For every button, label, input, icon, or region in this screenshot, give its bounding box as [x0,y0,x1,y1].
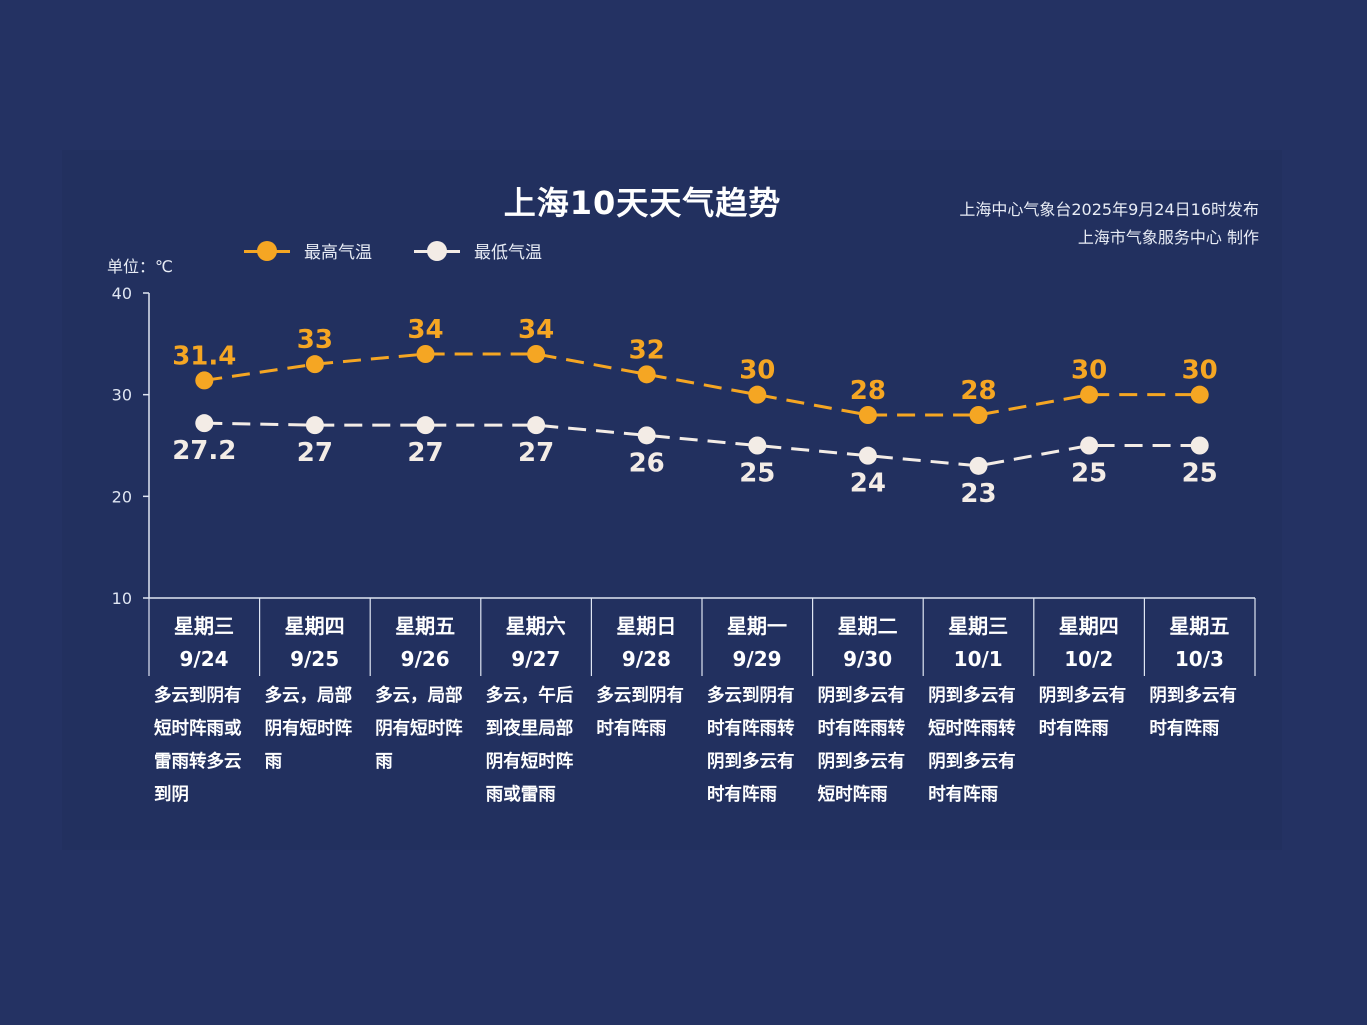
date-label: 10/3 [1174,647,1224,671]
weather-description: 多云到阴有时有阵雨转阴到多云有时有阵雨 [707,686,795,805]
weekday-label: 星期三 [174,614,234,638]
low-temp-point [527,416,546,435]
low-temp-point [858,446,877,465]
weather-description: 阴到多云有时有阵雨转阴到多云有短时阵雨 [817,686,906,805]
date-label: 9/24 [179,647,229,671]
legend-item-low: 最低气温 [414,238,542,263]
high-temp-label: 30 [739,356,775,386]
date-label: 9/25 [290,647,340,671]
producer-credit: 上海市气象服务中心 制作 [1077,228,1259,247]
low-temp-label: 27.2 [172,436,236,466]
date-label: 10/1 [953,647,1003,671]
day-header: 星期五 9/26 [370,610,480,676]
date-label: 9/28 [621,647,671,671]
weather-description: 多云到阴有时有阵雨 [596,686,684,739]
low-temp-label: 25 [1071,459,1107,489]
low-temp-point [305,416,324,435]
y-tick-label: 40 [112,284,132,303]
high-temp-point [1080,385,1099,404]
day-header: 星期四 10/2 [1034,610,1144,676]
day-header: 星期日 9/28 [591,610,701,676]
day-header: 星期二 9/30 [813,610,923,676]
high-temp-label: 31.4 [172,341,236,371]
y-tick-label: 30 [112,386,132,405]
low-temp-point [416,416,435,435]
high-temp-point [1190,385,1209,404]
date-label: 9/26 [400,647,450,671]
legend-swatch-high [244,240,290,262]
high-temp-point [195,371,214,390]
weekday-label: 星期日 [616,614,677,638]
low-temp-line [204,421,1200,468]
high-temp-label: 28 [960,376,996,406]
high-temp-label: 33 [297,325,333,355]
weather-description: 多云，局部阴有短时阵雨 [264,686,353,772]
weather-description: 阴到多云有短时阵雨转阴到多云有时有阵雨 [928,686,1016,805]
day-header: 星期六 9/27 [481,610,591,676]
high-temp-label: 32 [629,335,665,365]
weekday-label: 星期四 [1058,614,1119,638]
low-temp-label: 27 [518,438,554,468]
y-tick-label: 20 [112,487,132,506]
day-header: 星期三 10/1 [923,610,1033,676]
weekday-label: 星期五 [1169,614,1230,638]
low-temp-label: 26 [629,448,665,478]
low-temp-label: 23 [960,479,996,509]
high-temp-point [305,355,324,374]
low-temp-point [1080,436,1099,455]
high-temp-point [416,345,435,363]
high-temp-label: 30 [1182,356,1218,386]
day-header: 星期四 9/25 [260,610,370,676]
unit-label: 单位：℃ [107,257,173,276]
day-header: 星期三 9/24 [149,610,259,676]
high-temp-point [969,406,988,424]
issue-source: 上海中心气象台2025年9月24日16时发布 [959,200,1259,219]
legend-swatch-low [414,240,460,262]
low-temp-point [1190,436,1209,455]
legend-label-low: 最低气温 [474,243,542,263]
low-temp-label: 24 [850,469,886,499]
weekday-label: 星期三 [948,614,1009,638]
chart-panel [62,150,1282,850]
high-temp-point [527,345,546,363]
weather-description: 多云到阴有短时阵雨或雷雨转多云到阴 [154,686,242,805]
legend-item-high: 最高气温 [244,238,372,263]
date-label: 10/2 [1064,647,1114,671]
low-temp-point [969,456,988,475]
day-header: 星期五 10/3 [1144,610,1254,676]
weather-description: 多云，午后到夜里局部阴有短时阵雨或雷雨 [485,686,574,805]
low-temp-label: 27 [297,438,333,468]
weather-description: 阴到多云有时有阵雨 [1038,686,1127,739]
date-label: 9/30 [843,647,893,671]
low-temp-label: 25 [739,459,775,489]
high-temp-point [748,385,767,404]
weather-description: 阴到多云有时有阵雨 [1149,686,1237,739]
weekday-label: 星期六 [505,614,566,638]
weekday-label: 星期四 [284,614,345,638]
low-temp-label: 27 [407,438,443,468]
low-temp-point [748,436,767,455]
date-label: 9/29 [732,647,782,671]
weekday-label: 星期二 [837,614,898,638]
high-temp-label: 34 [407,315,443,345]
weekday-label: 星期五 [395,614,456,638]
high-temp-label: 30 [1071,356,1107,386]
y-tick-label: 10 [112,589,132,608]
low-temp-point [637,426,656,445]
high-temp-line [204,352,1200,417]
legend-label-high: 最高气温 [304,243,372,263]
weekday-label: 星期一 [727,614,787,638]
day-header: 星期一 9/29 [702,610,812,676]
high-temp-point [858,406,877,424]
high-temp-label: 28 [850,376,886,406]
high-temp-point [637,365,656,384]
chart-title: 上海10天天气趋势 [503,184,782,222]
date-label: 9/27 [511,647,561,671]
low-temp-point [195,414,214,433]
high-temp-label: 34 [518,315,554,345]
weather-description: 多云，局部阴有短时阵雨 [375,686,463,772]
low-temp-label: 25 [1182,459,1218,489]
